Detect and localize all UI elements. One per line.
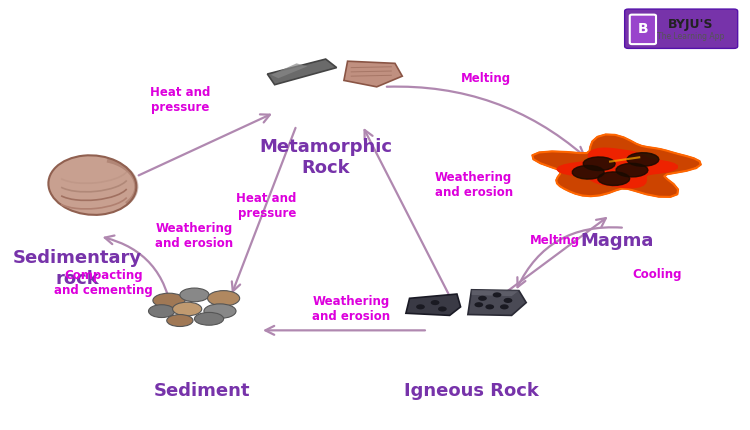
Ellipse shape — [49, 155, 136, 215]
Text: Igneous Rock: Igneous Rock — [404, 381, 539, 399]
Ellipse shape — [148, 305, 175, 317]
Text: Cooling: Cooling — [633, 268, 682, 281]
Ellipse shape — [172, 302, 202, 316]
Polygon shape — [627, 153, 659, 166]
Ellipse shape — [166, 314, 193, 326]
Text: Sedimentary
rock: Sedimentary rock — [13, 249, 142, 288]
Circle shape — [478, 296, 487, 301]
Text: Magma: Magma — [580, 232, 654, 250]
Circle shape — [503, 298, 512, 303]
Polygon shape — [532, 135, 700, 197]
Polygon shape — [267, 59, 337, 85]
Circle shape — [493, 292, 502, 298]
Polygon shape — [472, 290, 519, 296]
Circle shape — [430, 300, 439, 305]
Ellipse shape — [194, 313, 224, 325]
Polygon shape — [598, 172, 630, 185]
Polygon shape — [406, 294, 460, 315]
Text: The Learning App: The Learning App — [656, 32, 724, 41]
Polygon shape — [557, 148, 677, 188]
Text: Compacting
and cementing: Compacting and cementing — [54, 269, 153, 298]
Text: Heat and
pressure: Heat and pressure — [236, 193, 296, 221]
Circle shape — [438, 307, 447, 312]
Polygon shape — [572, 166, 604, 179]
Text: Weathering
and erosion: Weathering and erosion — [312, 295, 390, 323]
Text: Heat and
pressure: Heat and pressure — [150, 86, 210, 114]
Text: Melting: Melting — [461, 72, 512, 85]
Polygon shape — [344, 61, 402, 87]
Circle shape — [475, 302, 483, 307]
Text: BYJU'S: BYJU'S — [668, 18, 713, 31]
Polygon shape — [468, 290, 526, 315]
Ellipse shape — [208, 291, 240, 306]
Ellipse shape — [153, 293, 185, 308]
Text: Weathering
and erosion: Weathering and erosion — [435, 171, 513, 199]
Text: Weathering
and erosion: Weathering and erosion — [155, 222, 233, 250]
Polygon shape — [616, 163, 648, 177]
Ellipse shape — [204, 304, 236, 318]
Text: Metamorphic
Rock: Metamorphic Rock — [260, 138, 392, 177]
Circle shape — [416, 304, 424, 310]
Text: Sediment: Sediment — [154, 381, 250, 399]
Text: Melting: Melting — [530, 234, 580, 247]
Ellipse shape — [180, 288, 209, 302]
FancyBboxPatch shape — [625, 9, 738, 49]
Circle shape — [500, 304, 508, 310]
FancyBboxPatch shape — [630, 15, 656, 44]
Text: B: B — [638, 22, 648, 36]
Polygon shape — [584, 157, 615, 171]
Circle shape — [485, 304, 494, 310]
Polygon shape — [271, 63, 308, 78]
